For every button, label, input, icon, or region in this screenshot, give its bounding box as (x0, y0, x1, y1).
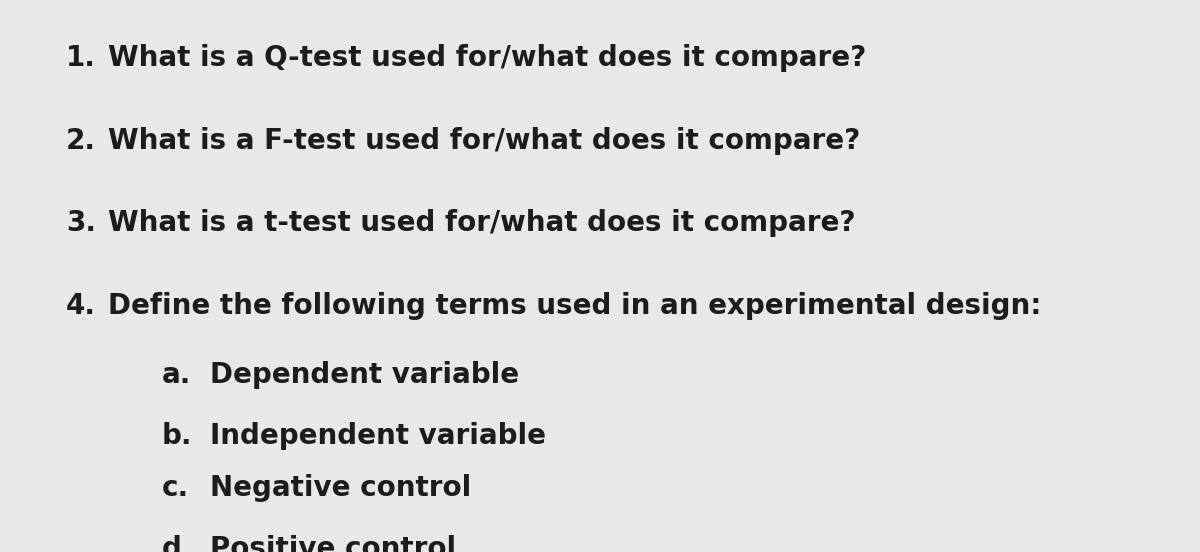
Text: What is a F-test used for/what does it compare?: What is a F-test used for/what does it c… (108, 126, 860, 155)
Text: 2.: 2. (66, 126, 96, 155)
Text: c.: c. (162, 474, 190, 502)
Text: Dependent variable: Dependent variable (210, 361, 520, 389)
Text: What is a Q-test used for/what does it compare?: What is a Q-test used for/what does it c… (108, 44, 866, 72)
Text: Independent variable: Independent variable (210, 422, 546, 450)
Text: 3.: 3. (66, 209, 96, 237)
Text: 4.: 4. (66, 292, 96, 320)
Text: a.: a. (162, 361, 191, 389)
Text: Define the following terms used in an experimental design:: Define the following terms used in an ex… (108, 292, 1042, 320)
Text: d.: d. (162, 535, 192, 552)
Text: Negative control: Negative control (210, 474, 472, 502)
Text: 1.: 1. (66, 44, 96, 72)
Text: b.: b. (162, 422, 192, 450)
Text: What is a t-test used for/what does it compare?: What is a t-test used for/what does it c… (108, 209, 856, 237)
Text: Positive control: Positive control (210, 535, 456, 552)
